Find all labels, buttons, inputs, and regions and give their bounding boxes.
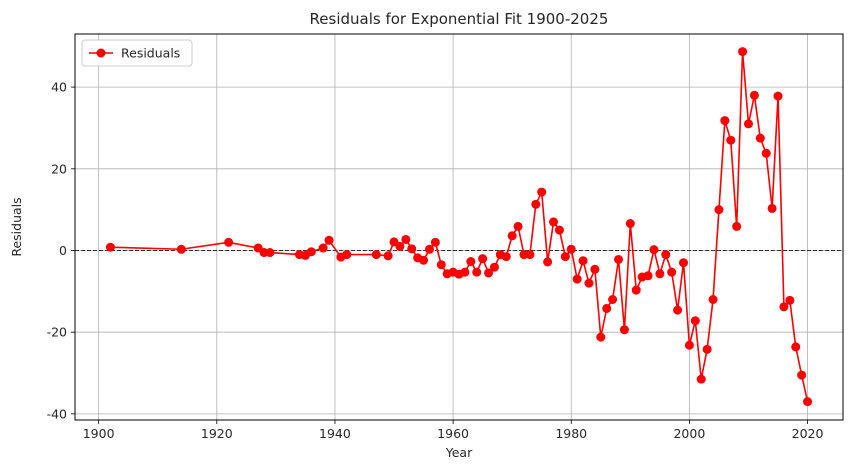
data-point <box>738 47 748 57</box>
data-point <box>265 248 275 258</box>
data-point <box>631 285 641 295</box>
plot-frame <box>74 33 844 421</box>
data-point <box>667 267 677 277</box>
plot-area <box>75 34 843 420</box>
data-point <box>673 305 683 315</box>
data-point <box>371 250 381 260</box>
x-tick-label: 1960 <box>437 426 469 441</box>
data-point <box>643 271 653 281</box>
data-point <box>761 148 771 158</box>
y-tick-label: 0 <box>59 243 67 258</box>
data-point <box>678 258 688 268</box>
data-point <box>501 252 511 262</box>
data-point <box>779 302 789 312</box>
data-point <box>324 235 334 245</box>
x-tick-label: 1900 <box>83 426 115 441</box>
data-point <box>513 221 523 231</box>
data-point <box>395 241 405 251</box>
data-point <box>572 274 582 284</box>
data-point <box>696 374 706 384</box>
data-point <box>507 231 517 241</box>
data-point <box>755 133 765 143</box>
data-point <box>803 397 813 407</box>
data-point <box>590 264 600 274</box>
data-point <box>608 295 618 305</box>
data-point <box>105 242 115 252</box>
data-point <box>543 257 553 267</box>
data-point <box>602 303 612 313</box>
data-point <box>466 257 476 267</box>
data-point <box>732 221 742 231</box>
x-tick-label: 1940 <box>319 426 351 441</box>
data-point <box>484 268 494 278</box>
data-point <box>478 254 488 264</box>
legend-label: Residuals <box>121 46 180 61</box>
data-point <box>430 237 440 247</box>
data-point <box>224 237 234 247</box>
data-point <box>407 244 417 254</box>
legend-marker <box>96 48 106 58</box>
data-point <box>424 244 434 254</box>
data-point <box>749 90 759 100</box>
data-point <box>726 135 736 145</box>
data-point <box>767 203 777 213</box>
data-point <box>584 278 594 288</box>
data-point <box>560 252 570 262</box>
data-point <box>383 251 393 261</box>
data-point <box>649 245 659 255</box>
x-tick-label: 1920 <box>201 426 233 441</box>
data-point <box>596 332 606 342</box>
data-point <box>625 219 635 229</box>
legend: Residuals <box>81 39 193 67</box>
legend-box <box>81 39 193 67</box>
data-point <box>472 267 482 277</box>
data-point <box>176 244 186 254</box>
data-point <box>436 260 446 270</box>
data-point <box>578 256 588 266</box>
axes-ticks: 1900 1920 1940 1960 1980 2000 2020 -40 -20 0 20 40 <box>47 80 824 441</box>
data-point <box>489 262 499 272</box>
data-point <box>401 234 411 244</box>
data-point <box>791 342 801 352</box>
data-point <box>614 254 624 264</box>
data-point <box>743 119 753 129</box>
data-point <box>785 295 795 305</box>
x-tick-label: 2000 <box>673 426 705 441</box>
data-point <box>797 370 807 380</box>
data-point <box>708 295 718 305</box>
data-point <box>342 250 352 260</box>
y-axis-label: Residuals <box>9 197 24 256</box>
data-point <box>619 325 629 335</box>
data-point <box>773 91 783 101</box>
data-point <box>531 199 541 209</box>
data-point <box>714 205 724 215</box>
data-point <box>460 267 470 277</box>
data-point <box>655 269 665 279</box>
y-tick-label: -20 <box>47 325 67 340</box>
data-point <box>661 250 671 260</box>
chart-title: Residuals for Exponential Fit 1900-2025 <box>310 10 609 28</box>
data-point <box>306 247 316 257</box>
y-tick-label: 40 <box>51 80 67 95</box>
data-point <box>318 243 328 253</box>
data-point <box>702 344 712 354</box>
y-tick-label: -40 <box>47 406 67 421</box>
data-point <box>549 217 559 227</box>
data-point <box>525 250 535 260</box>
data-point <box>554 225 564 235</box>
series-layer <box>75 47 843 407</box>
data-point <box>566 244 576 254</box>
data-point <box>419 255 429 265</box>
data-point <box>684 340 694 350</box>
y-tick-label: 20 <box>51 161 67 176</box>
data-point <box>690 316 700 326</box>
x-axis-label: Year <box>445 445 473 460</box>
x-tick-label: 2020 <box>792 426 824 441</box>
x-tick-label: 1980 <box>555 426 587 441</box>
data-point <box>720 116 730 126</box>
data-point <box>537 187 547 197</box>
